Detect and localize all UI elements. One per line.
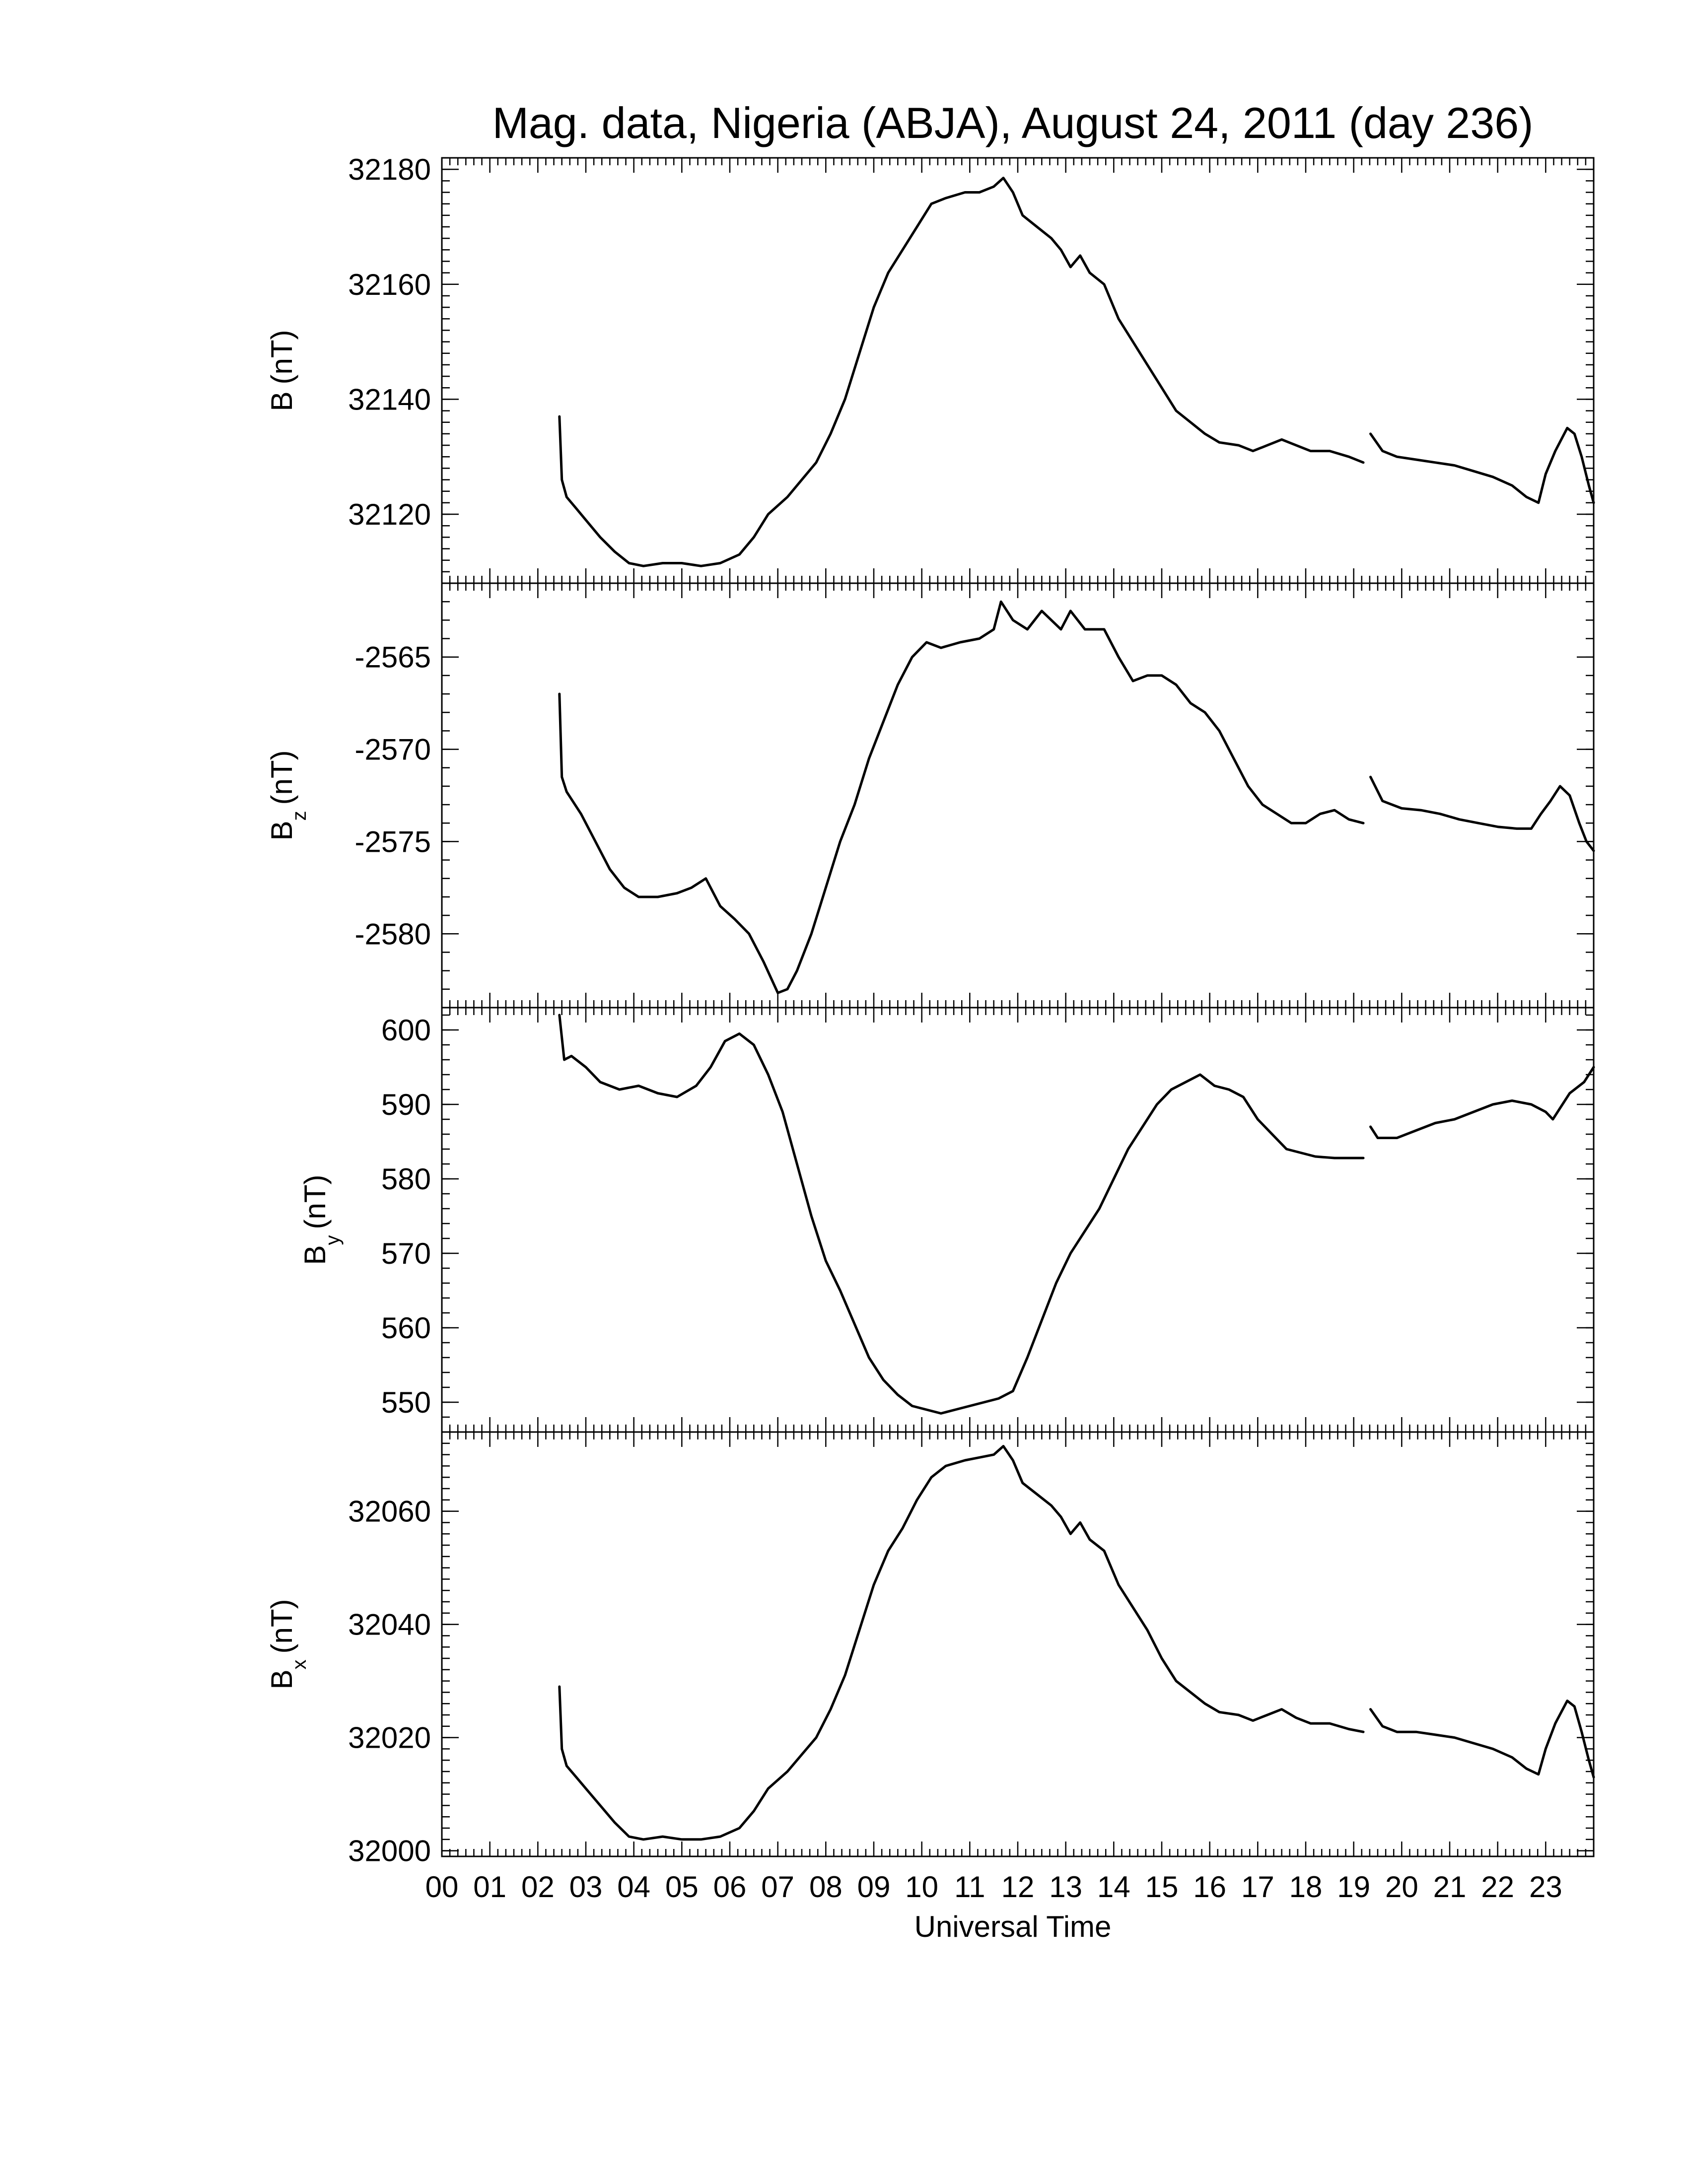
x-tick-label: 13 [1049,1870,1082,1904]
panel-B-ytick-label: 32120 [348,498,431,531]
panel-B-ylabel: B (nT) [265,330,298,411]
x-tick-label: 02 [521,1870,555,1904]
panel-Bx-ylabel-main: B [265,1669,298,1689]
x-tick-label: 08 [809,1870,843,1904]
x-tick-label: 05 [665,1870,699,1904]
panel-Bz-ylabel-unit: (nT) [265,750,298,805]
panel-B-series-segment-2 [1369,426,1595,504]
panel-By-ytick-label: 580 [381,1162,431,1196]
x-tick-label: 16 [1193,1870,1226,1904]
panel-Bz-ytick-label: -2575 [355,825,431,858]
panel-Bz-ylabel: Bz (nT) [265,750,310,840]
panel-B-ytick-label: 32140 [348,383,431,416]
x-tick-label: 01 [473,1870,506,1904]
panel-Bx-ytick-label: 32040 [348,1608,431,1641]
x-tick-label: 20 [1385,1870,1418,1904]
panel-By-ytick-label: 560 [381,1311,431,1345]
x-tick-label: 11 [954,1870,985,1904]
panel-B-series-segment-1 [558,177,1365,567]
panel-Bx-ytick-label: 32060 [348,1495,431,1528]
x-tick-label: 15 [1145,1870,1179,1904]
panel-Bz-series-segment-1 [558,600,1365,994]
panel-By-ytick-label: 600 [381,1014,431,1047]
x-axis-label: Universal Time [914,1910,1112,1943]
panel-Bz: -2580 -2575 -2570 -2565 Bz (nT) [265,582,1595,1009]
panel-Bx-ylabel-unit: (nT) [265,1599,298,1653]
x-tick-label: 10 [905,1870,938,1904]
panel-Bz-ytick-label: -2570 [355,733,431,766]
x-tick-label: 00 [425,1870,459,1904]
x-tick-labels: 00 01 02 03 04 05 06 07 08 09 10 11 12 13 14 15 16 17 18 19… [425,1870,1562,1904]
panel-By-ylabel-sub: y [322,1235,344,1245]
x-tick-label: 17 [1241,1870,1274,1904]
x-tick-label: 09 [857,1870,891,1904]
panel-Bz-ylabel-main: B [265,820,298,840]
panel-By-ylabel-unit: (nT) [298,1174,332,1229]
x-tick-label: 23 [1529,1870,1562,1904]
panel-By-ytick-label: 550 [381,1386,431,1419]
panel-By-ytick-label: 590 [381,1088,431,1121]
panel-Bx-series-segment-2 [1369,1700,1595,1778]
panels-group: 32120 32140 32160 32180 B (nT) -2580 -2575 -2570… [265,153,1595,1868]
panel-Bx-ylabel: Bx (nT) [265,1599,310,1689]
chart-title: Mag. data, Nigeria (ABJA), August 24, 20… [492,98,1534,147]
panel-By-series-segment-1 [558,1014,1365,1415]
panel-By-ylabel-main: B [298,1245,332,1265]
x-tick-label: 19 [1337,1870,1370,1904]
panel-B-ylabel-unit: (nT) [265,330,298,384]
panel-B-ytick-label: 32180 [348,153,431,186]
panel-Bx-ytick-label: 32000 [348,1835,431,1868]
panel-Bz-ytick-label: -2580 [355,917,431,951]
x-tick-label: 22 [1481,1870,1514,1904]
panel-Bz-ytick-label: -2565 [355,641,431,674]
panel-By-ytick-label: 570 [381,1237,431,1270]
x-tick-label: 04 [617,1870,650,1904]
x-tick-label: 03 [569,1870,603,1904]
x-tick-label: 06 [713,1870,747,1904]
panel-Bz-ylabel-sub: z [288,811,310,820]
x-tick-label: 07 [761,1870,794,1904]
panel-B-ytick-label: 32160 [348,268,431,301]
panel-By-series-segment-2 [1369,1066,1595,1139]
panel-B: 32120 32140 32160 32180 B (nT) [265,153,1595,584]
panel-Bx-ytick-label: 32020 [348,1721,431,1755]
x-tick-label: 14 [1097,1870,1130,1904]
panel-B-ylabel-main: B [265,391,298,411]
x-tick-label: 12 [1001,1870,1035,1904]
panel-Bx: 32000 32020 32040 32060 Bx (nT) [265,1431,1595,1868]
panel-Bx-ylabel-sub: x [288,1659,310,1669]
x-tick-label: 18 [1289,1870,1323,1904]
panel-Bx-series-segment-1 [558,1445,1365,1841]
x-tick-label: 21 [1433,1870,1467,1904]
panel-By: 550 560 570 580 590 600 By (nT) [298,1007,1595,1433]
panel-By-ylabel: By (nT) [298,1174,344,1265]
panel-Bz-series-segment-2 [1369,775,1595,852]
